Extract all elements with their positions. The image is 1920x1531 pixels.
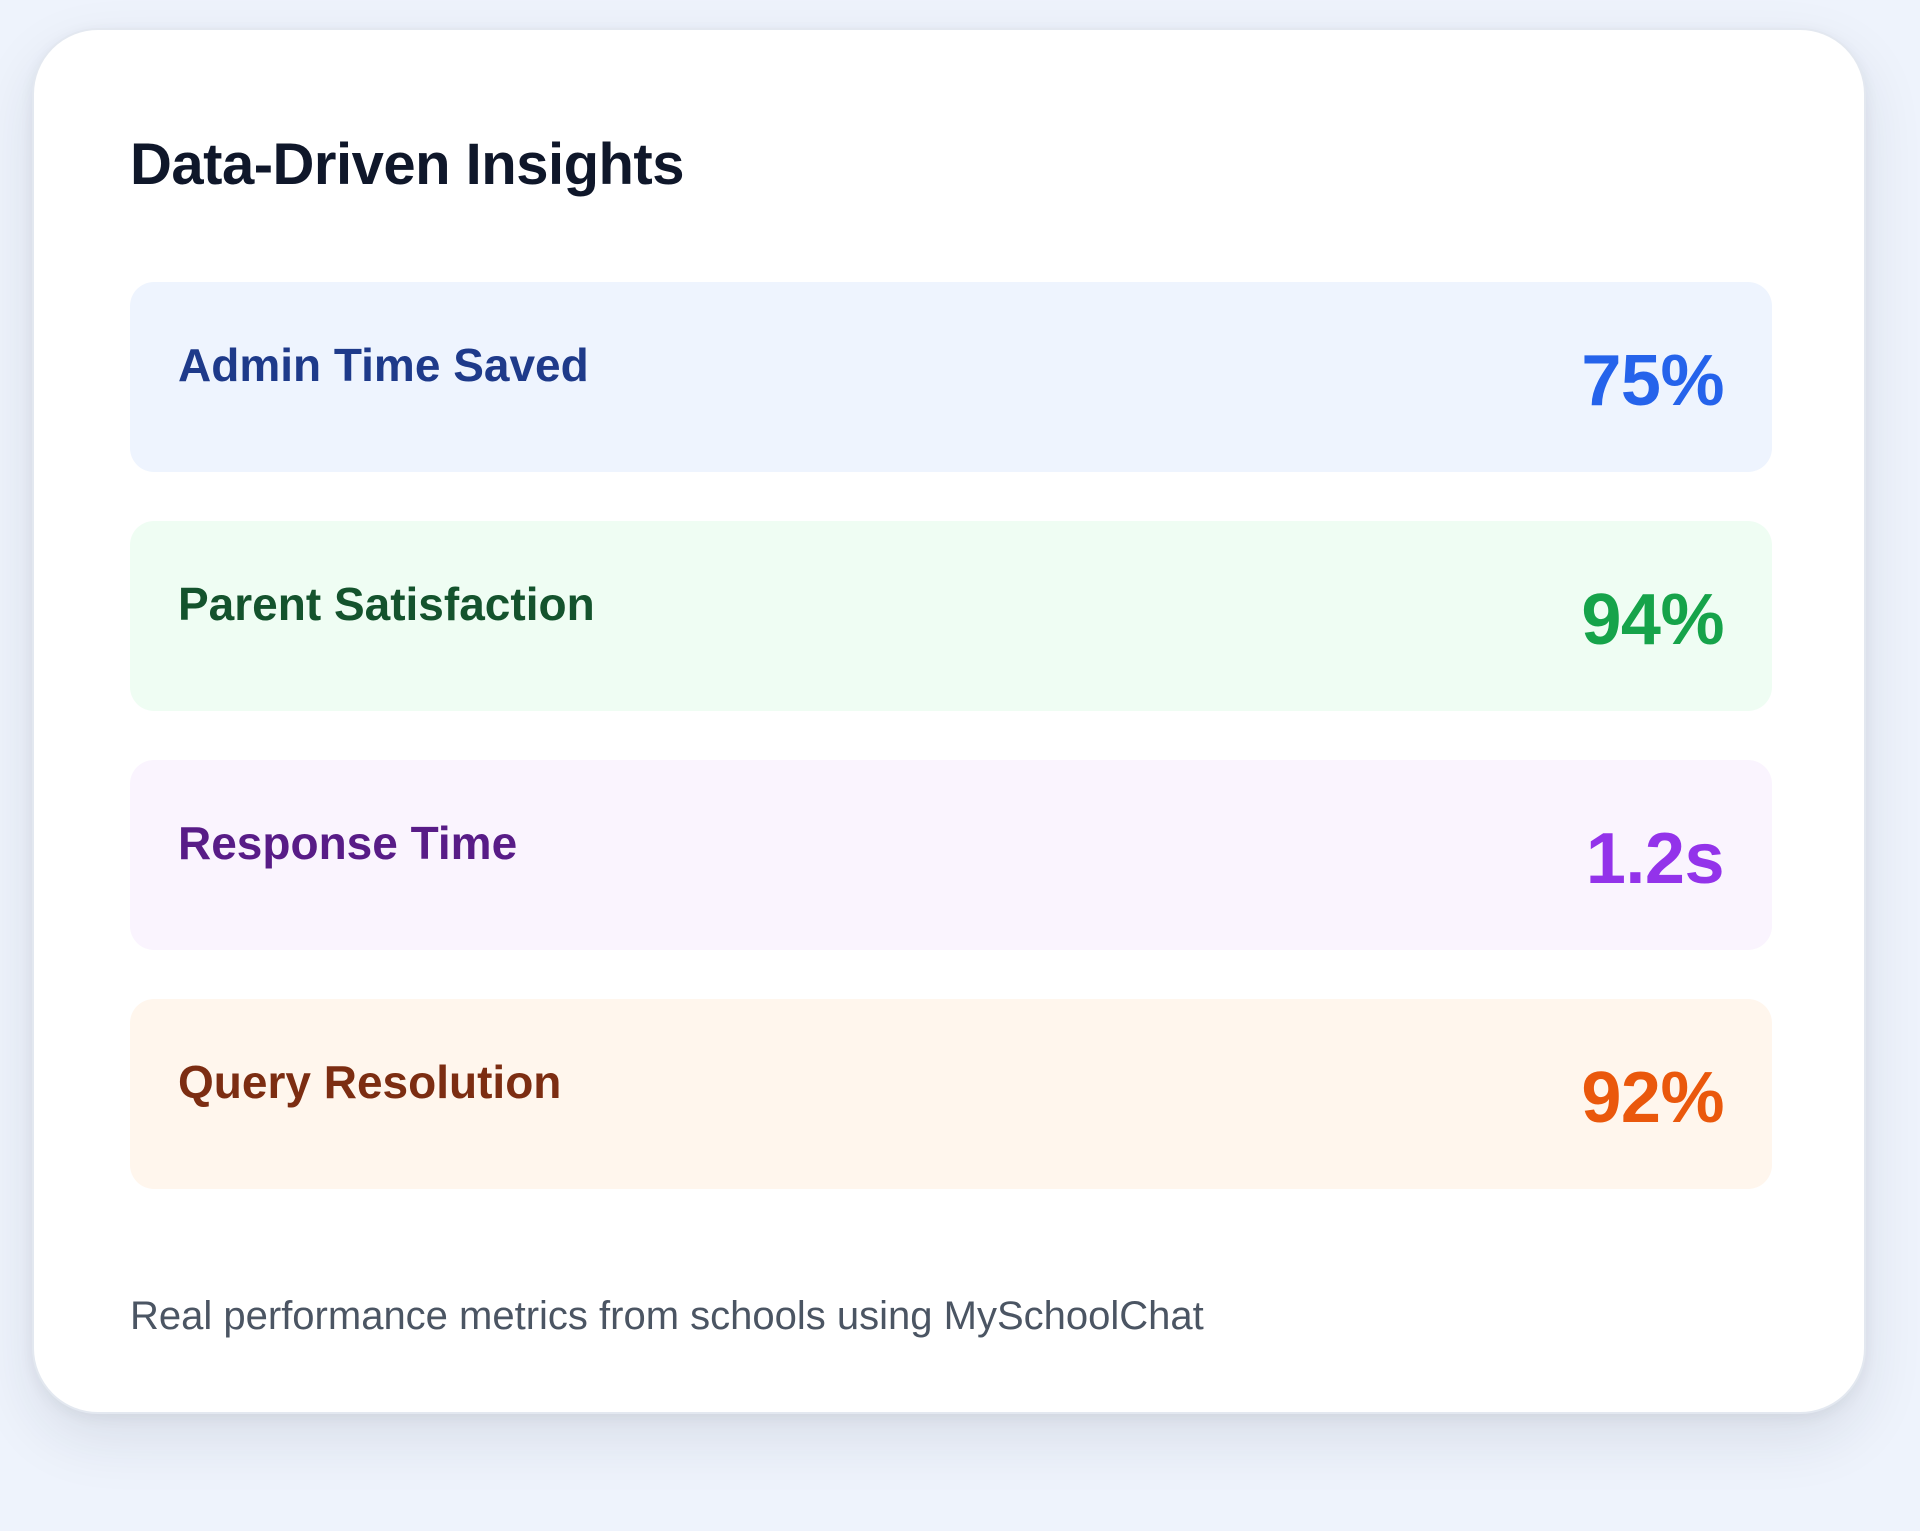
footnote: Real performance metrics from schools us… [130,1294,1204,1338]
metric-response-time: Response Time 1.2s [130,760,1772,950]
metric-parent-satisfaction: Parent Satisfaction 94% [130,521,1772,711]
metric-value: 92% [1581,1058,1724,1138]
metric-admin-time-saved: Admin Time Saved 75% [130,282,1772,472]
metric-value: 1.2s [1585,819,1725,899]
metric-label: Query Resolution [178,1056,562,1108]
metric-label: Admin Time Saved [178,339,589,391]
metric-label: Parent Satisfaction [178,578,595,630]
card-title: Data-Driven Insights [130,132,685,197]
metric-value: 75% [1581,341,1724,421]
insights-card: Data-Driven Insights Admin Time Saved 75… [32,28,1866,1414]
metric-list: Admin Time Saved 75% Parent Satisfaction… [130,282,1772,1189]
metric-value: 94% [1581,580,1724,660]
metric-label: Response Time [178,817,518,869]
metric-query-resolution: Query Resolution 92% [130,999,1772,1189]
